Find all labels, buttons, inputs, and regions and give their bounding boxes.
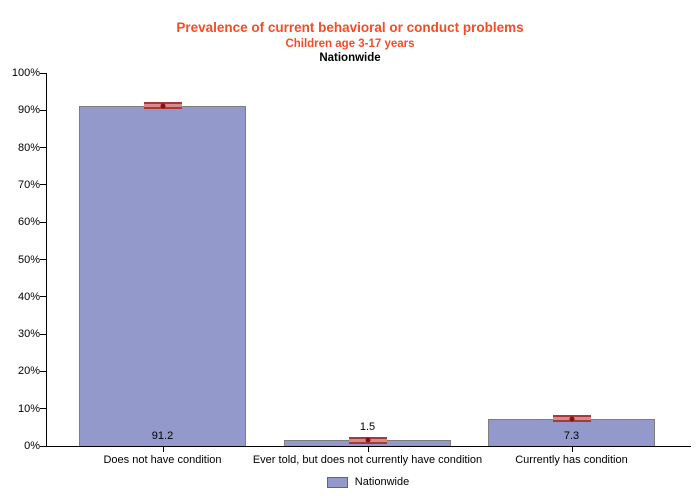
chart-region-line: Nationwide <box>319 52 381 64</box>
y-tick <box>40 221 47 223</box>
legend: Nationwide <box>46 474 690 490</box>
legend-label: Nationwide <box>354 476 410 488</box>
y-tick-label: 90% <box>17 104 40 117</box>
y-tick-label: 70% <box>17 178 40 191</box>
y-tick <box>40 147 47 149</box>
error-bar-2 <box>348 436 387 444</box>
x-category-label: Does not have condition <box>103 454 222 466</box>
y-tick <box>40 370 47 372</box>
chart-subtitle: Children age 3-17 years <box>285 38 415 50</box>
y-tick-label: 20% <box>17 365 40 378</box>
y-tick-label: 100% <box>11 67 40 79</box>
bar-value-label: 7.3 <box>563 430 580 442</box>
legend-swatch-nationwide <box>326 476 348 488</box>
bar-value-label: 1.5 <box>359 421 376 434</box>
x-category-label: Ever told, but does not currently have c… <box>252 454 483 466</box>
y-tick <box>40 445 47 447</box>
bar-1 <box>79 105 246 446</box>
y-tick-label: 80% <box>17 141 40 154</box>
y-tick <box>40 72 47 74</box>
x-tick <box>367 447 369 452</box>
y-tick <box>40 408 47 410</box>
y-tick <box>40 184 47 186</box>
y-tick-label: 30% <box>17 328 40 341</box>
y-tick <box>40 333 47 335</box>
error-bar-dot <box>365 437 370 443</box>
x-tick <box>571 447 573 452</box>
y-tick <box>40 296 47 298</box>
bar-value-label: 91.2 <box>151 430 174 442</box>
y-tick-label: 40% <box>17 290 40 303</box>
error-bar-dot <box>160 103 165 109</box>
x-tick <box>162 447 164 452</box>
chart-title: Prevalence of current behavioral or cond… <box>176 20 524 35</box>
plot-area: 0% 10% 20% 30% 40% 50% 60% 70% 80% 90% 100% 91.2 1.… <box>12 67 691 466</box>
y-tick-label: 0% <box>24 440 40 452</box>
error-bar-dot <box>569 416 574 422</box>
y-tick <box>40 109 47 111</box>
y-tick-label: 50% <box>17 253 40 266</box>
x-category-label: Currently has condition <box>515 454 628 466</box>
y-tick-label: 10% <box>17 402 40 415</box>
y-tick <box>40 259 47 260</box>
error-bar-1 <box>143 102 182 110</box>
y-tick-label: 60% <box>17 216 40 229</box>
error-bar-3 <box>552 415 591 423</box>
